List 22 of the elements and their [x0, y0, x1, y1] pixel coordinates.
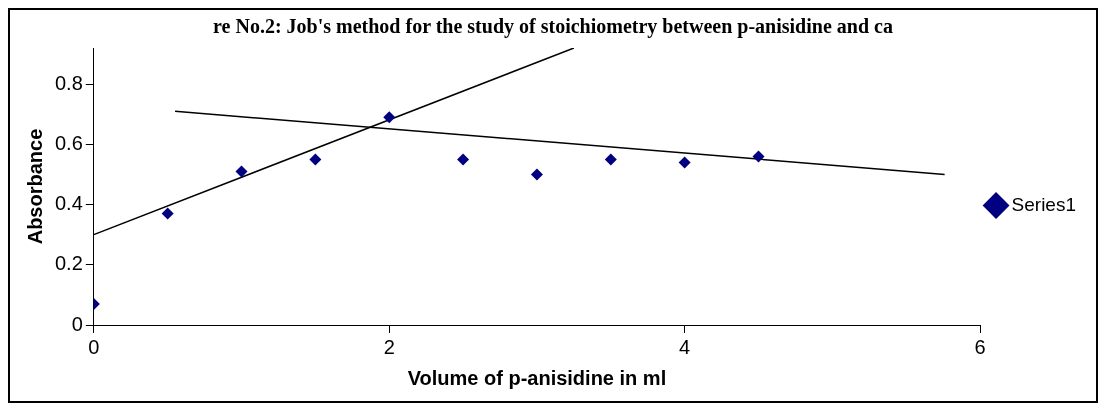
point: [604, 153, 617, 166]
point: [235, 165, 248, 178]
y-axis-title: Absorbance: [23, 128, 46, 245]
y-tick-label: 0.4: [54, 192, 83, 215]
y-tick-label: 0.8: [54, 71, 83, 94]
y-tick-label: 0: [71, 312, 83, 335]
x-tick-label: 2: [383, 335, 395, 358]
y-tick-label: 0.2: [54, 252, 83, 275]
x-tick-label: 6: [974, 335, 986, 358]
x-tick-label: 0: [88, 335, 100, 358]
point: [309, 153, 322, 166]
point: [161, 207, 174, 220]
point: [752, 150, 765, 163]
x-tick-label: 4: [679, 335, 691, 358]
point: [457, 153, 470, 166]
legend-label: Series1: [1011, 193, 1076, 215]
point: [678, 156, 691, 169]
x-axis-title: Volume of p-anisidine in ml: [407, 366, 667, 389]
point: [383, 111, 396, 124]
chart-title: re No.2: Job's method for the study of stoichiometry between p-anisidine and ca: [213, 15, 893, 39]
point: [530, 168, 543, 181]
y-tick-label: 0.6: [54, 131, 83, 154]
